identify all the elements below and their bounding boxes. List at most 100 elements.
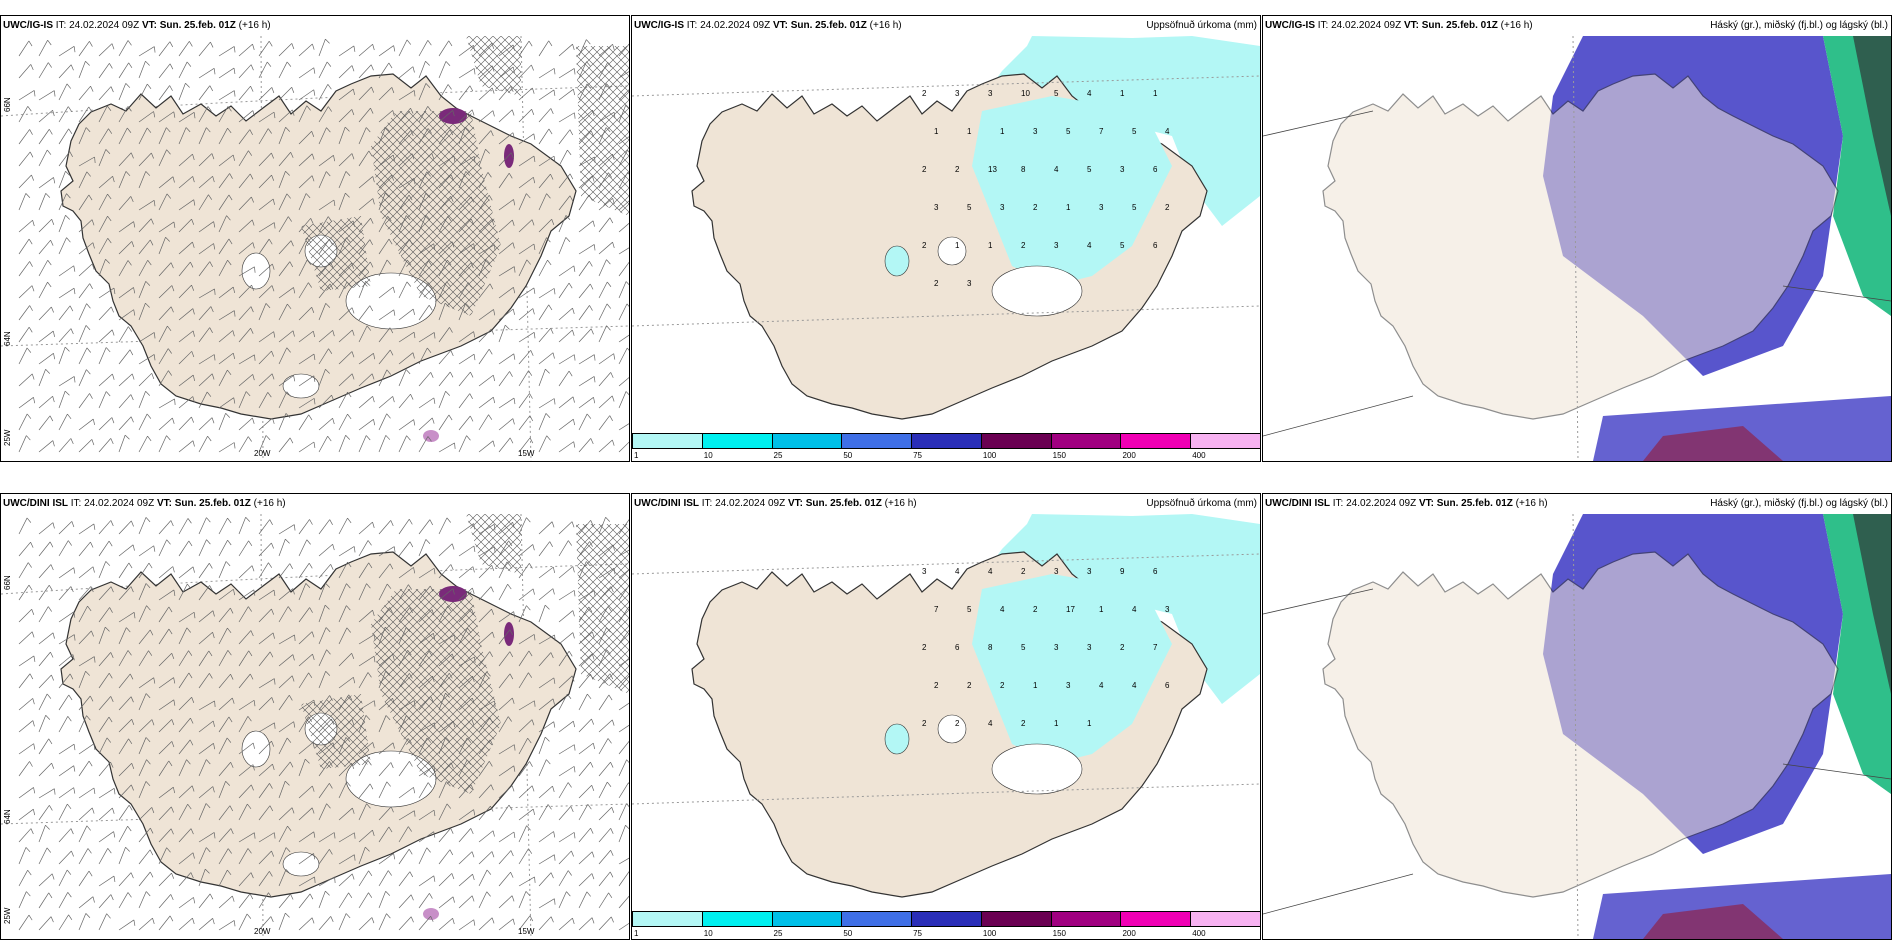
colorbar-swatch bbox=[1050, 911, 1122, 927]
model-name: UWC/IG-IS bbox=[3, 20, 53, 31]
panel-header: UWC/IG-IS IT: 24.02.2024 09Z VT: Sun. 25… bbox=[634, 20, 902, 31]
precip-value-label: 5 bbox=[1132, 127, 1137, 136]
precip-value-label: 5 bbox=[967, 605, 972, 614]
colorbar: 1 10 25 50 75 100 150 200 400 bbox=[632, 911, 1260, 939]
panel-field-title: Háský (gr.), miðský (fj.bl.) og lágský (… bbox=[1710, 498, 1888, 509]
map-canvas bbox=[1, 35, 629, 461]
latitude-label: 25W bbox=[3, 429, 12, 446]
precip-value-label: 2 bbox=[922, 165, 927, 174]
latitude-label: 66N bbox=[3, 97, 12, 112]
precip-value-label: 1 bbox=[1033, 681, 1038, 690]
latitude-label: 66N bbox=[3, 575, 12, 590]
lead-time: (+16 h) bbox=[1515, 498, 1548, 509]
precip-value-label: 2 bbox=[955, 165, 960, 174]
precip-value-label: 2 bbox=[1021, 567, 1026, 576]
latitude-label: 25W bbox=[3, 907, 12, 924]
precip-value-label: 2 bbox=[922, 719, 927, 728]
valid-time: VT: Sun. 25.feb. 01Z bbox=[156, 498, 251, 509]
precip-value-label: 7 bbox=[1099, 127, 1104, 136]
precip-value-label: 1 bbox=[988, 241, 993, 250]
colorbar-swatch bbox=[841, 911, 913, 927]
precip-value-label: 4 bbox=[1165, 127, 1170, 136]
panel-top-precip: 2 3 3 10 5 4 1 1 1 1 1 3 5 7 5 4 2 2 13 8 4 5 3 6 3 5 3 2 1 3 5 2 2 1 1 2 3 4… bbox=[631, 15, 1261, 462]
lead-time: (+16 h) bbox=[253, 498, 286, 509]
colorbar-tick: 10 bbox=[703, 929, 713, 938]
colorbar-swatch bbox=[771, 433, 843, 449]
colorbar-swatch bbox=[1050, 433, 1122, 449]
colorbar-tick: 25 bbox=[773, 929, 783, 938]
colorbar-swatch bbox=[701, 433, 773, 449]
colorbar-swatch bbox=[980, 911, 1052, 927]
map-canvas bbox=[1263, 16, 1891, 461]
panel-field-title: Uppsöfnuð úrkoma (mm) bbox=[1146, 20, 1257, 31]
precip-value-label: 5 bbox=[1087, 165, 1092, 174]
precip-value-label: 6 bbox=[1153, 567, 1158, 576]
precip-value-label: 2 bbox=[934, 279, 939, 288]
model-name: UWC/DINI ISL bbox=[1265, 498, 1330, 509]
colorbar-swatch bbox=[911, 433, 982, 449]
latitude-label: 64N bbox=[3, 331, 12, 346]
colorbar: 1 10 25 50 75 100 150 200 400 bbox=[632, 433, 1260, 461]
precip-value-label: 3 bbox=[922, 567, 927, 576]
model-name: UWC/DINI ISL bbox=[3, 498, 68, 509]
precip-value-label: 2 bbox=[922, 241, 927, 250]
precip-value-label: 2 bbox=[1120, 643, 1125, 652]
init-time: IT: 24.02.2024 09Z bbox=[55, 20, 142, 31]
init-time: IT: 24.02.2024 09Z bbox=[686, 20, 773, 31]
precip-value-label: 4 bbox=[1087, 241, 1092, 250]
precip-value-label: 5 bbox=[1021, 643, 1026, 652]
precip-value-label: 3 bbox=[1120, 165, 1125, 174]
precip-value-label: 3 bbox=[1054, 241, 1059, 250]
precip-value-label: 1 bbox=[1120, 89, 1125, 98]
colorbar-tick: 400 bbox=[1192, 451, 1206, 460]
lead-time: (+16 h) bbox=[238, 20, 271, 31]
precip-value-label: 1 bbox=[1066, 203, 1071, 212]
colorbar-tick: 1 bbox=[634, 929, 639, 938]
precip-value-label: 1 bbox=[1000, 127, 1005, 136]
precip-value-label: 5 bbox=[967, 203, 972, 212]
longitude-label: 15W bbox=[518, 927, 535, 936]
precip-value-label: 1 bbox=[1054, 719, 1059, 728]
colorbar-swatch bbox=[1120, 433, 1192, 449]
lead-time: (+16 h) bbox=[884, 498, 917, 509]
colorbar-tick: 200 bbox=[1122, 451, 1136, 460]
colorbar-swatch bbox=[911, 911, 982, 927]
colorbar-tick: 100 bbox=[982, 929, 997, 938]
precip-value-label: 4 bbox=[988, 719, 993, 728]
precip-value-label: 3 bbox=[1087, 643, 1092, 652]
precip-value-label: 1 bbox=[1087, 719, 1092, 728]
precip-value-label: 6 bbox=[1153, 165, 1158, 174]
precip-value-label: 9 bbox=[1120, 567, 1125, 576]
colorbar-tick: 25 bbox=[773, 451, 783, 460]
precip-value-label: 7 bbox=[934, 605, 939, 614]
colorbar-tick: 50 bbox=[843, 929, 853, 938]
valid-time: VT: Sun. 25.feb. 01Z bbox=[772, 20, 867, 31]
precip-value-label: 2 bbox=[922, 89, 927, 98]
precip-value-label: 2 bbox=[967, 681, 972, 690]
precip-value-label: 5 bbox=[1120, 241, 1125, 250]
colorbar-swatch bbox=[632, 911, 703, 927]
precip-value-label: 4 bbox=[955, 567, 960, 576]
iceland-land bbox=[1322, 73, 1839, 420]
init-time: IT: 24.02.2024 09Z bbox=[701, 498, 788, 509]
valid-time: VT: Sun. 25.feb. 01Z bbox=[1403, 20, 1498, 31]
valid-time: VT: Sun. 25.feb. 01Z bbox=[141, 20, 236, 31]
precip-value-label: 8 bbox=[1021, 165, 1026, 174]
precip-value-label: 5 bbox=[1066, 127, 1071, 136]
precip-value-label: 2 bbox=[1033, 203, 1038, 212]
precip-value-label: 3 bbox=[1087, 567, 1092, 576]
model-name: UWC/IG-IS bbox=[634, 20, 684, 31]
precip-value-label: 2 bbox=[1165, 203, 1170, 212]
precip-value-label: 3 bbox=[934, 203, 939, 212]
precip-value-label: 3 bbox=[1165, 605, 1170, 614]
colorbar-swatch bbox=[1120, 911, 1192, 927]
precip-value-label: 3 bbox=[967, 279, 972, 288]
colorbar-swatch bbox=[1190, 911, 1260, 927]
colorbar-tick: 75 bbox=[913, 929, 923, 938]
precip-value-label: 3 bbox=[1054, 567, 1059, 576]
precip-value-label: 5 bbox=[1054, 89, 1059, 98]
valid-time: VT: Sun. 25.feb. 01Z bbox=[787, 498, 882, 509]
precip-value-label: 1 bbox=[1153, 89, 1158, 98]
panel-header: UWC/IG-IS IT: 24.02.2024 09Z VT: Sun. 25… bbox=[3, 20, 271, 31]
colorbar-tick: 50 bbox=[843, 451, 853, 460]
